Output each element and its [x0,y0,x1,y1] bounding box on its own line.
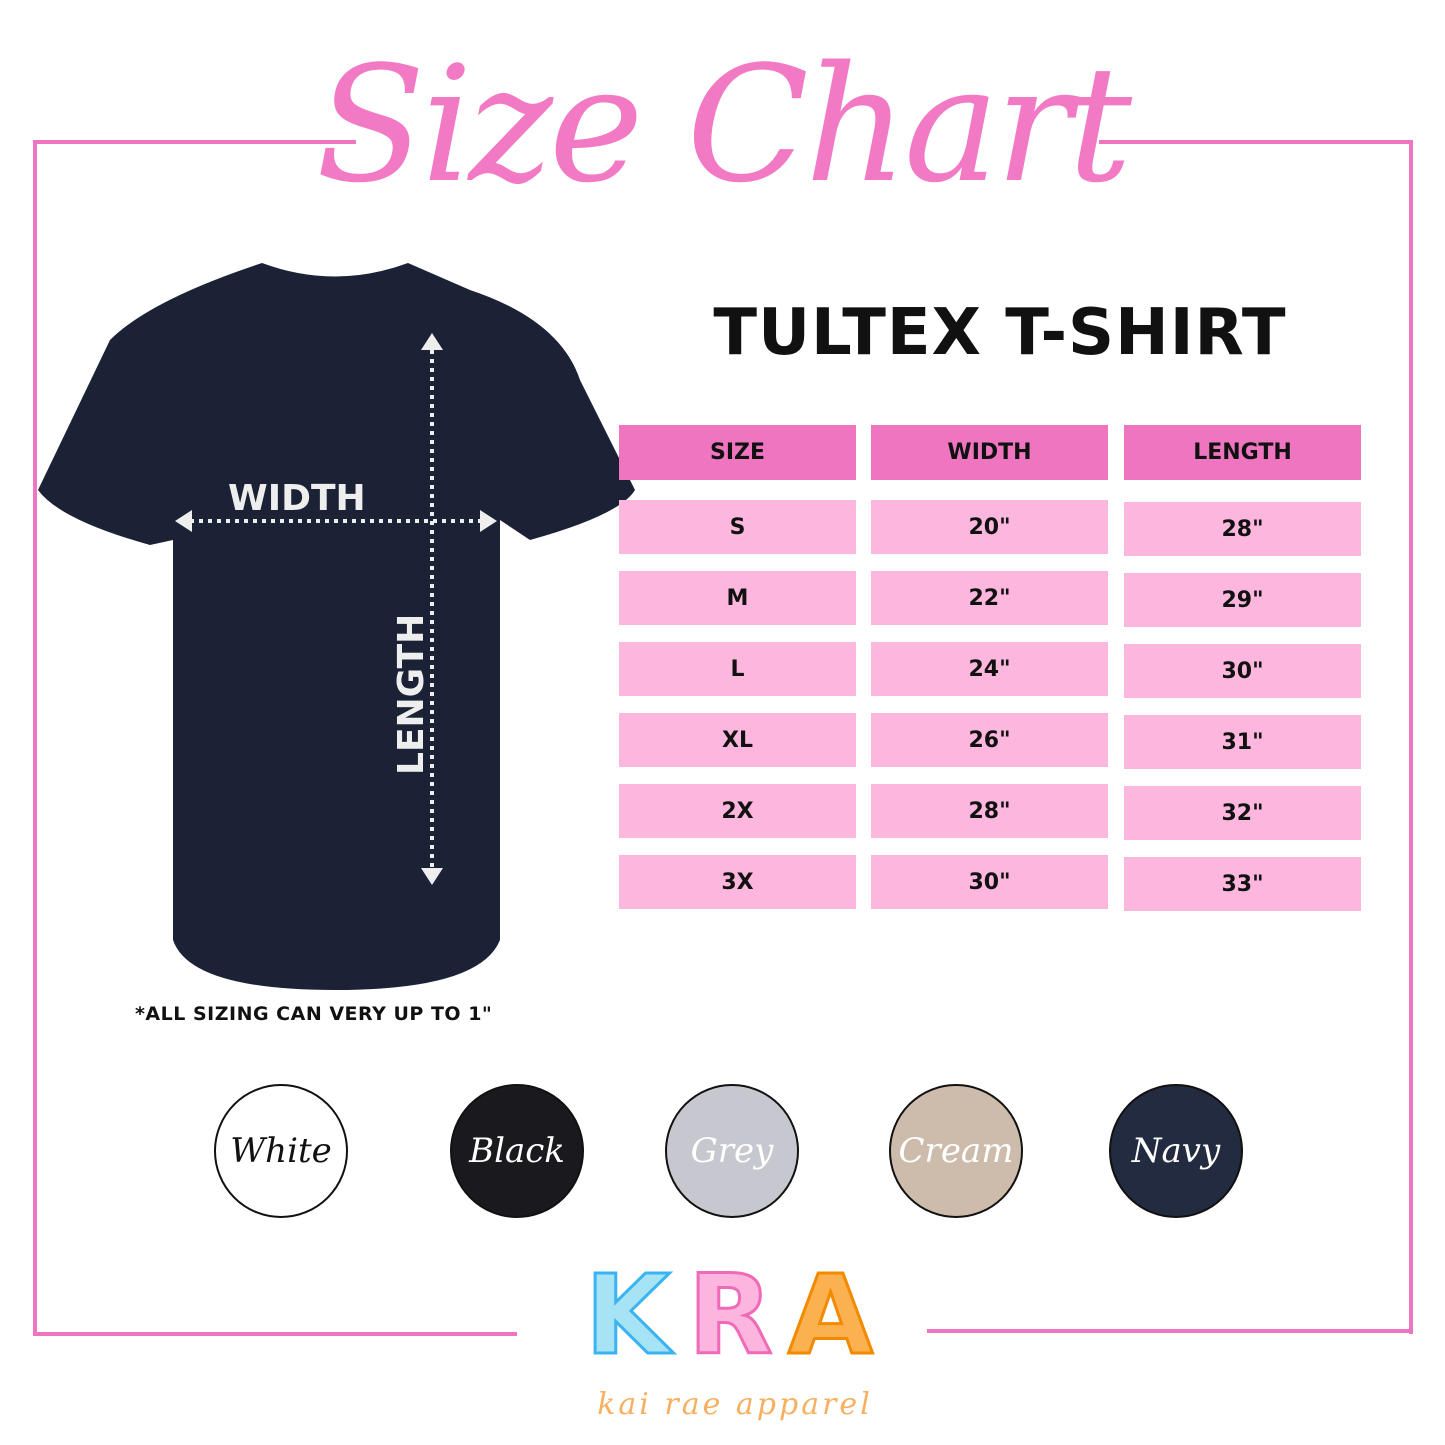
color-swatch-white: White [214,1084,348,1218]
table-cell-length: 31" [1124,715,1361,769]
header-width: WIDTH [871,425,1108,480]
table-cell-size: 2X [619,784,856,838]
logo-letter-a: A [786,1251,874,1379]
table-cell-width: 28" [871,784,1108,838]
color-swatch-label: Cream [898,1131,1014,1171]
logo-tagline: kai rae apparel [597,1387,873,1422]
header-size: SIZE [619,425,856,480]
length-label: LENGTH [391,614,432,775]
tshirt-illustration: WIDTH LENGTH [38,263,635,990]
table-cell-size: M [619,571,856,625]
arrow-right-icon [480,510,497,532]
table-cell-width: 30" [871,855,1108,909]
table-cell-size: L [619,642,856,696]
table-cell-length: 28" [1124,502,1361,556]
color-swatch-label: Navy [1131,1131,1221,1171]
frame-bottom-left [33,1332,517,1336]
table-cell-length: 32" [1124,786,1361,840]
logo-letter-k: K [583,1251,671,1379]
sizing-note: *ALL SIZING CAN VERY UP TO 1" [135,1003,493,1025]
width-label: WIDTH [228,478,366,519]
frame-right [1409,140,1413,1334]
table-cell-size: 3X [619,855,856,909]
table-cell-width: 22" [871,571,1108,625]
logo-letter-r: R [687,1251,775,1379]
color-swatch-label: Black [469,1131,565,1171]
page-title: Size Chart [315,31,1132,218]
table-cell-size: XL [619,713,856,767]
color-swatch-cream: Cream [889,1084,1023,1218]
table-cell-width: 20" [871,500,1108,554]
table-cell-length: 30" [1124,644,1361,698]
frame-top-right [1099,140,1413,144]
table-cell-length: 33" [1124,857,1361,911]
arrow-left-icon [175,510,192,532]
frame-top-left [33,140,356,144]
table-cell-width: 24" [871,642,1108,696]
color-swatch-navy: Navy [1109,1084,1243,1218]
color-swatch-black: Black [450,1084,584,1218]
table-cell-size: S [619,500,856,554]
frame-left [33,140,37,1336]
brand-logo: K R A kai rae apparel [580,1251,900,1445]
table-cell-width: 26" [871,713,1108,767]
arrow-up-icon [421,333,443,350]
arrow-down-icon [421,868,443,885]
tshirt-shape [38,263,635,990]
table-cell-length: 29" [1124,573,1361,627]
color-swatch-grey: Grey [665,1084,799,1218]
color-swatch-label: White [230,1131,332,1171]
header-length: LENGTH [1124,425,1361,480]
frame-bottom-right [927,1329,1413,1333]
product-title: TULTEX T-SHIRT [713,296,1287,370]
color-swatch-label: Grey [690,1131,774,1171]
